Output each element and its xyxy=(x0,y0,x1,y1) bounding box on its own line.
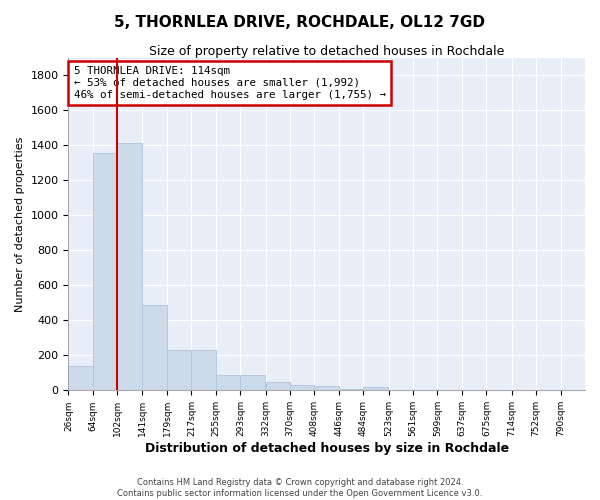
Bar xyxy=(339,388,364,390)
X-axis label: Distribution of detached houses by size in Rochdale: Distribution of detached houses by size … xyxy=(145,442,509,455)
Text: Contains HM Land Registry data © Crown copyright and database right 2024.
Contai: Contains HM Land Registry data © Crown c… xyxy=(118,478,482,498)
Bar xyxy=(93,154,118,390)
Bar xyxy=(68,366,93,390)
Y-axis label: Number of detached properties: Number of detached properties xyxy=(15,136,25,312)
Text: 5 THORNLEA DRIVE: 114sqm
← 53% of detached houses are smaller (1,992)
46% of sem: 5 THORNLEA DRIVE: 114sqm ← 53% of detach… xyxy=(74,66,386,100)
Bar xyxy=(216,376,241,390)
Bar xyxy=(118,143,142,390)
Title: Size of property relative to detached houses in Rochdale: Size of property relative to detached ho… xyxy=(149,45,505,58)
Bar xyxy=(314,386,339,390)
Bar xyxy=(167,350,191,391)
Bar xyxy=(191,350,216,391)
Bar xyxy=(142,304,167,390)
Bar xyxy=(364,387,388,390)
Bar xyxy=(290,385,314,390)
Bar xyxy=(241,376,265,390)
Text: 5, THORNLEA DRIVE, ROCHDALE, OL12 7GD: 5, THORNLEA DRIVE, ROCHDALE, OL12 7GD xyxy=(115,15,485,30)
Bar xyxy=(266,382,290,390)
